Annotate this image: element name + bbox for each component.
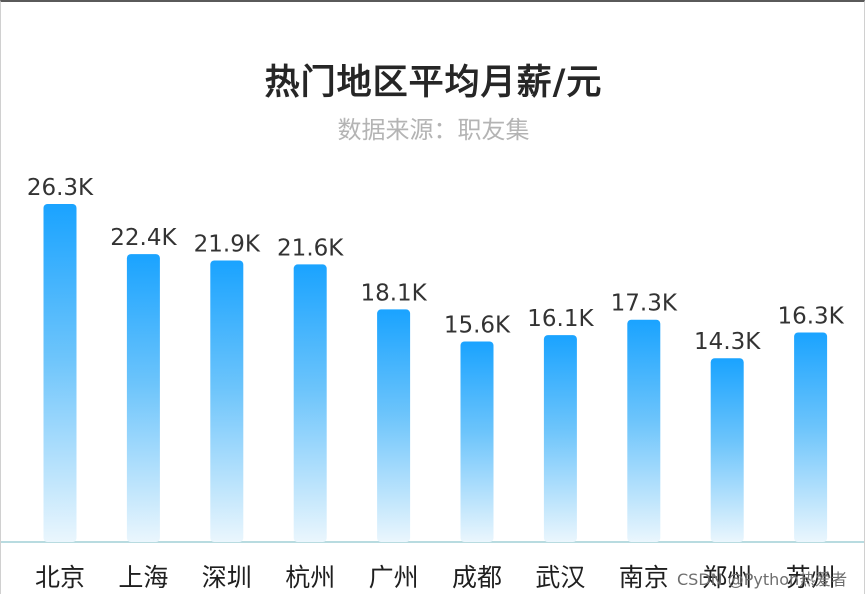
- bar-2: [210, 260, 244, 542]
- value-label-4: 18.1K: [360, 280, 427, 306]
- category-label-8: 郑州: [702, 563, 752, 592]
- category-label-3: 杭州: [285, 563, 335, 592]
- category-label-4: 广州: [369, 563, 419, 592]
- bar-3: [293, 264, 327, 542]
- bar-0: [43, 204, 77, 542]
- bar-6: [543, 335, 577, 542]
- value-label-2: 21.9K: [194, 232, 261, 258]
- value-label-1: 22.4K: [110, 225, 177, 251]
- category-label-9: 苏州: [786, 563, 836, 592]
- value-label-3: 21.6K: [277, 235, 344, 261]
- value-label-5: 15.6K: [444, 313, 511, 339]
- bar-9: [794, 332, 828, 542]
- value-label-9: 16.3K: [777, 304, 844, 330]
- value-label-8: 14.3K: [694, 329, 761, 355]
- category-label-0: 北京: [35, 563, 85, 592]
- bar-1: [126, 254, 160, 542]
- category-label-5: 成都: [452, 563, 502, 592]
- chart-title: 热门地区平均月薪/元: [264, 63, 603, 103]
- bar-7: [627, 319, 661, 542]
- value-label-6: 16.1K: [527, 306, 594, 332]
- bar-4: [377, 309, 411, 542]
- category-label-1: 上海: [118, 563, 168, 592]
- value-label-0: 26.3K: [27, 175, 94, 201]
- watermark-text: CSDN @Python热爱者: [677, 570, 848, 589]
- category-label-2: 深圳: [202, 563, 252, 592]
- bar-5: [460, 341, 494, 542]
- category-label-7: 南京: [619, 563, 669, 592]
- value-label-7: 17.3K: [611, 291, 678, 317]
- chart-subtitle: 数据来源：职友集: [337, 116, 530, 144]
- bar-8: [710, 358, 744, 542]
- category-label-6: 武汉: [535, 563, 585, 592]
